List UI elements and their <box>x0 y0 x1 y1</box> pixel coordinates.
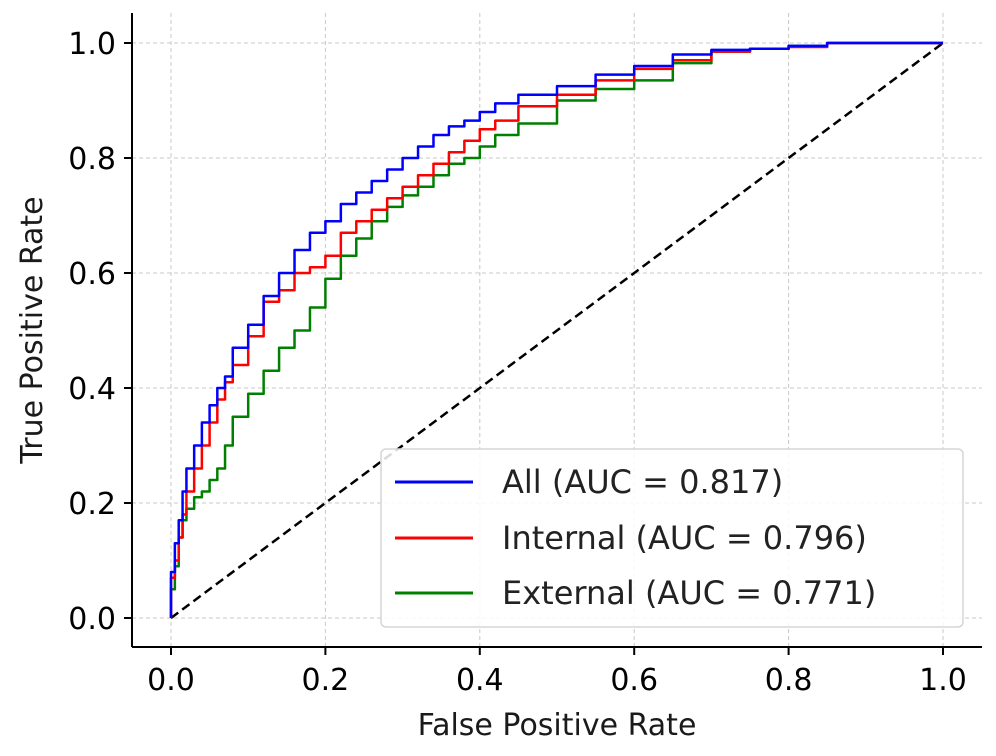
chance-diagonal-line <box>170 41 944 620</box>
x-tick-label: 0.0 <box>147 663 195 698</box>
legend-label-internal: Internal (AUC = 0.796) <box>502 519 867 557</box>
x-tick-label: 1.0 <box>919 663 967 698</box>
x-tick-label: 0.4 <box>456 663 504 698</box>
y-tick-label: 0.8 <box>68 142 116 177</box>
x-tick-label: 0.2 <box>302 663 350 698</box>
series-line-all <box>169 41 943 618</box>
x-axis-label: False Positive Rate <box>418 708 697 743</box>
y-tick-label: 0.0 <box>68 602 116 637</box>
legend-label-external: External (AUC = 0.771) <box>502 574 876 612</box>
y-axis-label: True Positive Rate <box>15 196 50 464</box>
ticks: 0.0 0.2 0.4 0.6 0.8 1.0 0.0 0.2 0.4 0.6 0.8 1.0 <box>68 27 967 698</box>
y-tick-label: 0.2 <box>68 487 116 522</box>
y-tick-label: 0.4 <box>68 372 116 407</box>
y-tick-label: 0.6 <box>68 257 116 292</box>
legend: All (AUC = 0.817) Internal (AUC = 0.796)… <box>380 448 964 628</box>
reference-line-layer <box>170 41 944 620</box>
x-tick-label: 0.6 <box>610 663 658 698</box>
y-tick-label: 1.0 <box>68 27 116 62</box>
legend-label-all: All (AUC = 0.817) <box>502 463 783 501</box>
x-tick-label: 0.8 <box>765 663 813 698</box>
series-line-external <box>169 41 943 618</box>
series-line-internal <box>169 41 943 618</box>
legend-frame <box>380 448 964 628</box>
series-layer <box>169 41 943 618</box>
